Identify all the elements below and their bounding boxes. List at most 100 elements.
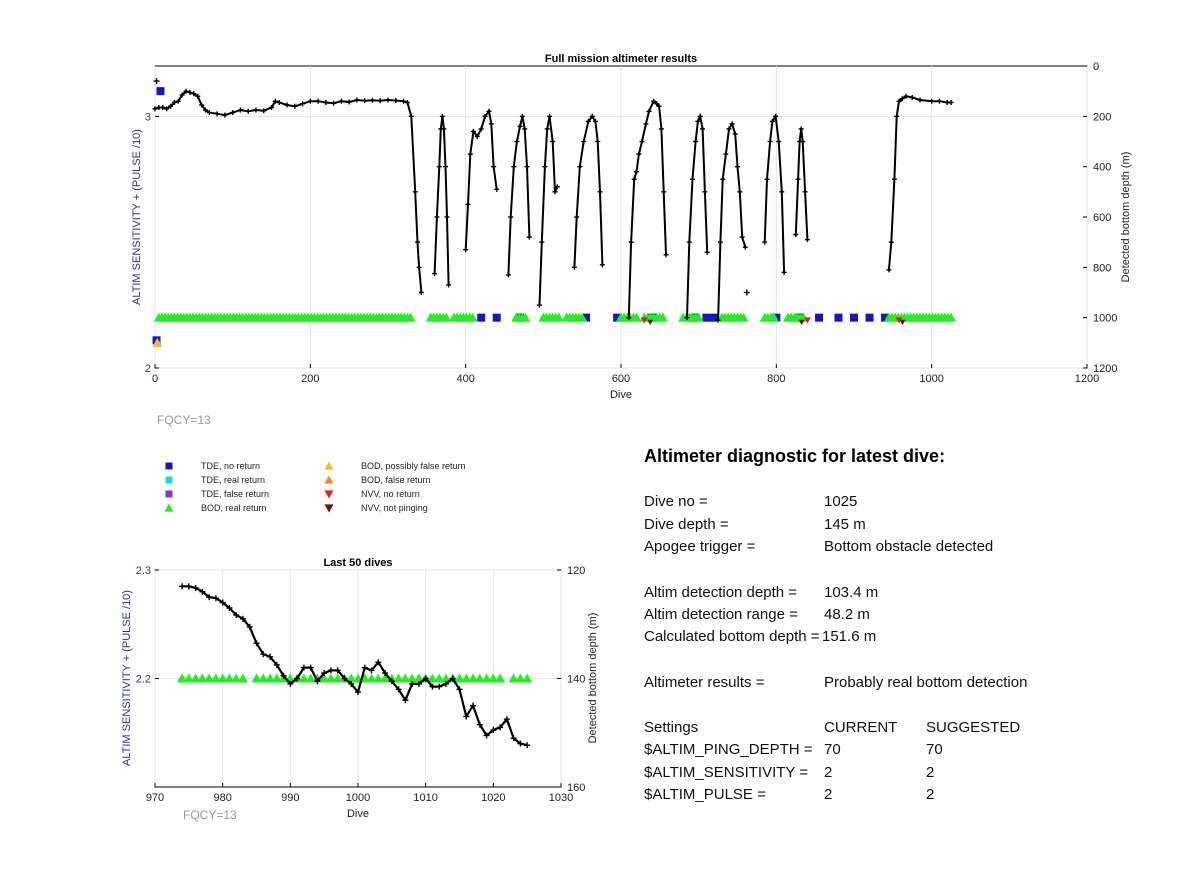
bod-real-return-marker	[224, 673, 235, 683]
bod-real-return-marker	[631, 312, 642, 322]
depth-series-line	[573, 114, 604, 268]
legend-marker-square	[165, 462, 173, 470]
bod-real-return-marker	[332, 673, 343, 683]
top-right-y-axis-label: Detected bottom depth (m)	[1120, 152, 1132, 283]
diag-label: Dive no =	[644, 493, 708, 510]
setting-current: 2	[824, 786, 833, 803]
y-right-tick-label: 600	[1093, 212, 1111, 224]
bod-real-return-marker	[481, 673, 492, 683]
x-tick-label: 970	[146, 792, 164, 804]
bod-real-return-marker	[769, 312, 780, 322]
tde-no-return-marker	[582, 313, 591, 322]
y-right-tick-label: 800	[1093, 262, 1111, 274]
diag-label: Apogee trigger =	[644, 538, 756, 555]
legend-marker-triangle-up	[324, 475, 334, 484]
tde-no-return-marker	[834, 313, 843, 322]
bod-real-return-marker	[237, 673, 248, 683]
diag-value: Bottom obstacle detected	[824, 538, 994, 555]
settings-header-suggested: SUGGESTED	[926, 719, 1021, 736]
bod-real-return-marker	[231, 673, 242, 683]
legend-marker-triangle-up	[164, 503, 174, 512]
tde-no-return-marker	[881, 313, 890, 322]
x-tick-label: 1030	[549, 792, 573, 804]
bod-real-return-marker	[434, 673, 445, 683]
diag-row-dive-no: Dive no =	[644, 493, 708, 510]
bod-real-return-marker	[657, 312, 668, 322]
legend-marker-square	[165, 476, 173, 484]
bod-real-return-marker	[474, 673, 485, 683]
bod-real-return-marker	[441, 312, 452, 322]
bod-real-return-marker	[520, 312, 531, 322]
bod-real-return-marker	[522, 673, 533, 683]
diag-value: Probably real bottom detection	[824, 674, 1028, 691]
legend-marker-triangle-up	[324, 461, 334, 470]
bottom-ticks: 970 980 990 1000 1010 1020 1030 2.2 2.3 120 140 160	[136, 565, 586, 804]
legend-label: TDE, real return	[201, 475, 265, 485]
y-left-tick-label: 2.2	[136, 674, 151, 686]
bod-real-return-marker	[440, 673, 451, 683]
bod-real-return-marker	[298, 673, 309, 683]
diag-value: 48.2 m	[824, 606, 870, 623]
y-left-tick-label: 2	[145, 363, 151, 375]
bod-real-return-marker	[373, 673, 384, 683]
bod-real-return-marker	[407, 673, 418, 683]
y-right-tick-label: 1000	[1093, 313, 1117, 325]
bod-real-return-marker	[693, 312, 704, 322]
bod-real-return-marker	[400, 673, 411, 683]
top-left-y-axis-label: ALTIM SENSITIVITY + (PULSE /10)	[131, 129, 143, 305]
legend-label: BOD, real return	[201, 503, 267, 513]
setting-suggested: 2	[926, 764, 935, 781]
top-ticks: 0 200 400 600 800 1000 1200 2 3 0 200 400 600 800 1000…	[145, 61, 1118, 385]
bod-real-return-marker	[553, 312, 564, 322]
bod-real-return-marker	[319, 673, 330, 683]
y-right-tick-label: 0	[1093, 61, 1099, 73]
legend-marker-square	[165, 490, 173, 498]
setting-label: $ALTIM_PULSE =	[644, 786, 766, 803]
full-mission-chart: 0 200 400 600 800 1000 1200 2 3 0 200 400 600 800 1000…	[131, 53, 1132, 401]
legend-marker-triangle-down	[324, 504, 334, 513]
bod-real-return-marker	[413, 673, 424, 683]
x-tick-label: 800	[767, 373, 785, 385]
depth-series-line	[763, 113, 786, 273]
diag-label: Altim detection depth =	[644, 584, 798, 601]
tde-no-return-marker	[865, 313, 874, 322]
tde-no-return-marker	[815, 313, 824, 322]
legend-marker-triangle-down	[324, 490, 334, 499]
legend-label: TDE, no return	[201, 461, 260, 471]
bod-real-return-marker	[346, 673, 357, 683]
tde-no-return-marker	[710, 313, 719, 322]
bod-real-return-marker	[495, 673, 506, 683]
bod-real-return-marker	[210, 673, 221, 683]
nvv-no-return-marker	[640, 317, 648, 324]
y-right-tick-label: 1200	[1093, 363, 1117, 375]
setting-current: 2	[824, 764, 833, 781]
nvv-not-pinging-marker	[899, 319, 906, 326]
y-right-tick-label: 120	[567, 565, 585, 577]
x-tick-label: 200	[301, 373, 319, 385]
bod-possibly-false-marker	[152, 337, 163, 347]
bod-real-return-marker	[190, 673, 201, 683]
x-tick-label: 600	[612, 373, 630, 385]
bod-real-return-marker	[405, 312, 416, 322]
settings-header-label: Settings	[644, 719, 699, 736]
bod-real-return-marker	[251, 673, 262, 683]
bottom-chart-title: Last 50 dives	[323, 557, 392, 569]
diag-label: Calculated bottom depth =	[644, 628, 820, 645]
bod-real-return-marker	[454, 673, 465, 683]
bod-real-return-marker	[515, 673, 526, 683]
bod-real-return-marker	[467, 312, 478, 322]
setting-suggested: 2	[926, 786, 935, 803]
nvv-not-pinging-marker	[798, 319, 805, 326]
bod-real-return-marker	[265, 673, 276, 683]
bottom-x-axis-label: Dive	[347, 808, 369, 820]
y-right-tick-label: 140	[567, 674, 585, 686]
y-left-tick-label: 3	[145, 111, 151, 123]
bod-real-return-marker	[183, 673, 194, 683]
diag-label: Altim detection range =	[644, 606, 798, 623]
bod-real-return-marker	[393, 673, 404, 683]
legend-label: BOD, false return	[361, 475, 431, 485]
bottom-right-y-axis-label: Detected bottom depth (m)	[587, 613, 599, 744]
tde-no-return-marker	[492, 313, 501, 322]
fqcy-label-bottom: FQCY=13	[183, 808, 237, 822]
